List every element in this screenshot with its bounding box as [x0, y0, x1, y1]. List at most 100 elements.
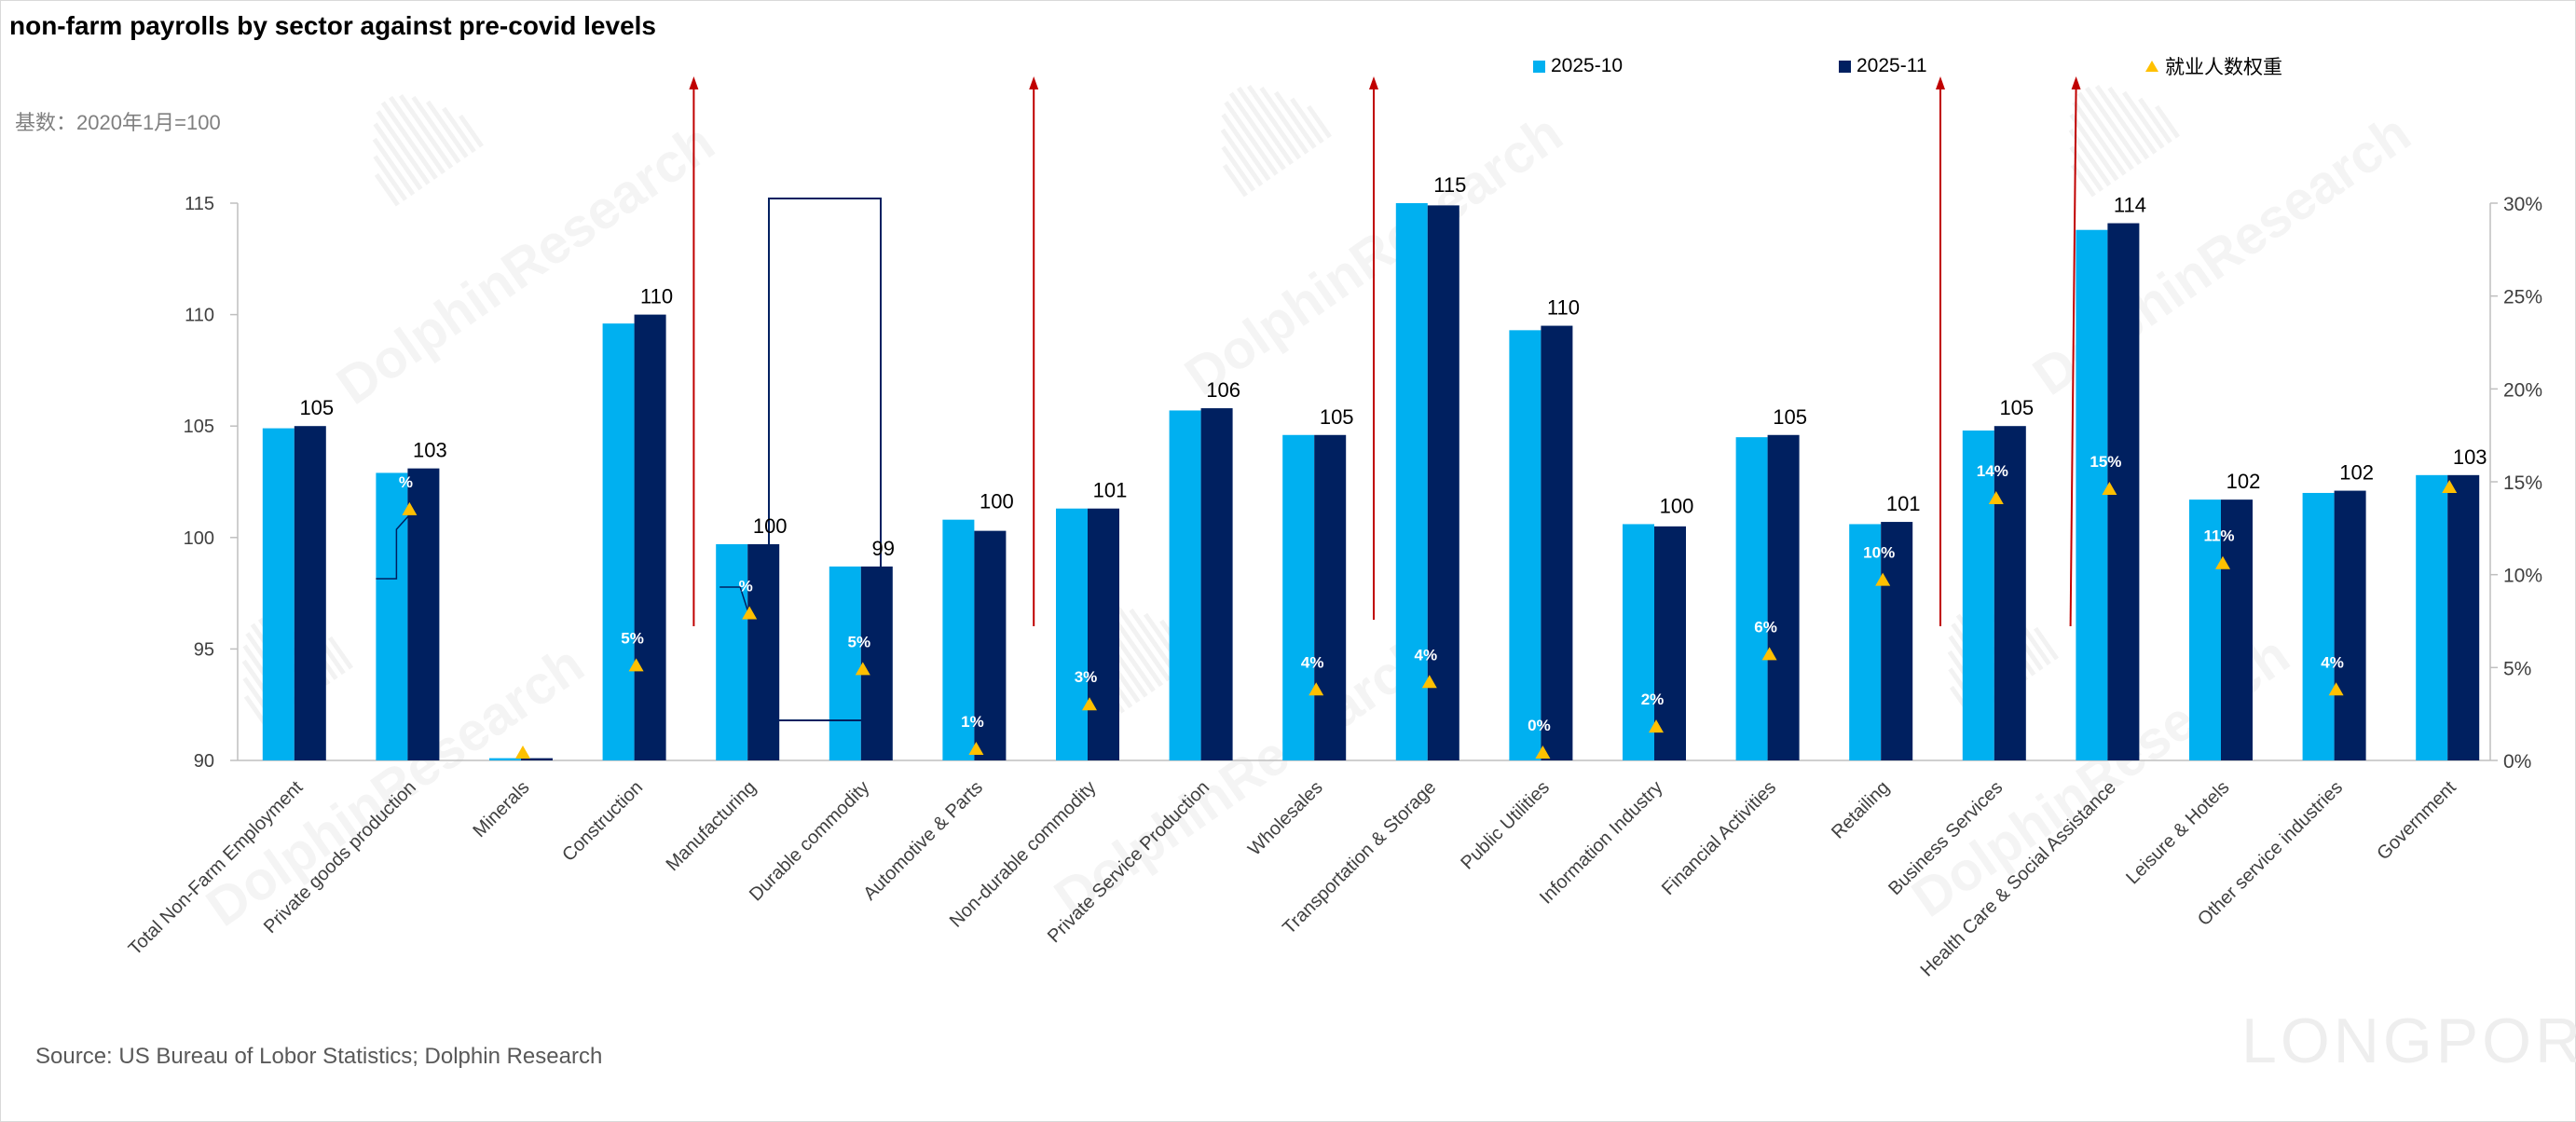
- weight-label: 5%: [2434, 451, 2458, 469]
- watermark-bar: [2033, 626, 2060, 661]
- watermark-bar: [1306, 104, 1333, 139]
- legend-item-nov: 2025-11: [1839, 52, 1927, 80]
- category-label: Retailing: [1828, 777, 1894, 843]
- watermark-bar: [425, 100, 469, 158]
- watermark-bar: [1116, 607, 1172, 682]
- weight-marker: [2102, 481, 2117, 495]
- y-tick-label: 95: [194, 639, 214, 660]
- bar-2025-10: [376, 472, 408, 760]
- bar-2025-11: [294, 426, 326, 760]
- weight-marker: [1309, 682, 1324, 696]
- watermark-bar: [1259, 86, 1309, 155]
- weight-marker: [628, 658, 644, 672]
- y-tick-label: 115: [185, 194, 214, 214]
- watermark-bar: [374, 172, 400, 207]
- bar-2025-11: [1427, 205, 1459, 761]
- bar-2025-10: [1509, 330, 1541, 760]
- data-label: 102: [2227, 470, 2261, 493]
- bar-2025-10: [1395, 203, 1428, 760]
- bar-2025-11: [407, 468, 440, 760]
- bar-2025-10: [1735, 437, 1768, 760]
- watermark-bar: [1236, 86, 1295, 166]
- watermark-bar: [1105, 608, 1164, 688]
- category-label: Government: [2373, 777, 2460, 865]
- watermark-bar: [458, 114, 485, 148]
- weight-marker: [1535, 746, 1551, 759]
- bar-2025-10: [2416, 474, 2448, 760]
- category-label: Public Utilities: [1457, 777, 1554, 874]
- bar-2025-10: [1849, 524, 1882, 760]
- bar-2025-10: [716, 543, 748, 760]
- bar-2025-11: [1881, 522, 1913, 760]
- labels-layer: 105 103 110 100 99 100 101 106 105 115 110 100 105 10…: [299, 173, 2487, 560]
- data-label: 110: [1547, 296, 1580, 320]
- watermark-bar: [2084, 86, 2143, 166]
- weight-label: 5%: [848, 633, 871, 650]
- watermark-bar: [2094, 85, 2150, 160]
- bar-2025-11: [747, 543, 780, 760]
- weight-marker: [1649, 719, 1664, 733]
- category-label: Manufacturing: [663, 777, 760, 875]
- legend-swatch-oct: [1533, 60, 1545, 73]
- weights-layer: % 5%% 5% 1% 3% 4% 4% 0% 2% 6% 10% 14% 15% 11% 4% 5%: [399, 451, 2458, 759]
- bar-2025-10: [1169, 410, 1201, 760]
- annotation-arrowhead: [1369, 76, 1378, 89]
- annotation-leader: [376, 510, 414, 580]
- annotation-arrow-line: [2069, 85, 2077, 627]
- chart-title: non-farm payrolls by sector against pre-…: [9, 11, 656, 40]
- y2-tick-label: 5%: [2503, 658, 2531, 679]
- weight-label: 4%: [2321, 653, 2344, 671]
- watermark-bar: [1221, 145, 1256, 192]
- weight-marker: [2442, 479, 2458, 493]
- watermark-bar: [388, 95, 446, 175]
- weight-marker: [1421, 675, 1437, 689]
- weight-marker: [1988, 490, 2004, 504]
- bar-2025-10: [2302, 492, 2335, 760]
- watermark-bar: [373, 122, 423, 191]
- annotation-arrowhead: [2071, 76, 2081, 89]
- weight-label: 11%: [2203, 527, 2234, 545]
- bar-2025-10: [1056, 508, 1088, 760]
- watermark-bar: [1246, 85, 1302, 160]
- y-tick-label: 105: [184, 417, 214, 437]
- weight-marker: [1082, 697, 1097, 711]
- weight-label: 0%: [1528, 717, 1551, 734]
- weight-marker: [742, 606, 758, 620]
- watermark-bar: [2154, 104, 2181, 139]
- category-label: Minerals: [470, 777, 534, 842]
- legend-swatch-nov: [1839, 60, 1851, 73]
- annotation-arrowhead: [1936, 76, 1945, 89]
- legend-label-weight: 就业人数权重: [2165, 57, 2282, 78]
- legend-item-oct: 2025-10: [1533, 52, 1623, 80]
- watermark-bar: [380, 101, 438, 180]
- weight-marker: [402, 501, 418, 515]
- bar-2025-10: [1282, 434, 1315, 760]
- weight-label: 3%: [1075, 668, 1098, 686]
- data-label: 105: [299, 396, 334, 419]
- bar-2025-10: [2189, 499, 2221, 760]
- watermark-group: DolphinResearch: [1174, 85, 1573, 407]
- watermark-bar: [398, 94, 454, 170]
- bar-2025-11: [1541, 325, 1573, 760]
- legend-label-oct: 2025-10: [1551, 55, 1624, 76]
- category-label: Leisure & Hotels: [2122, 777, 2233, 888]
- weight-label: 1%: [961, 713, 984, 731]
- watermark-bar: [1220, 128, 1264, 187]
- category-label: Automotive & Parts: [859, 777, 987, 905]
- watermark-bar: [2069, 113, 2119, 182]
- y2-tick-label: 30%: [2503, 194, 2542, 215]
- watermark-bar: [1129, 608, 1179, 677]
- weight-marker: [1875, 572, 1891, 586]
- weight-marker: [855, 662, 870, 676]
- annotations-layer: [376, 76, 2081, 721]
- bar-2025-11: [1314, 434, 1347, 760]
- bar-2025-10: [1623, 524, 1654, 760]
- annotation-leader: [719, 586, 748, 611]
- data-label: 114: [2114, 194, 2146, 217]
- watermark-bar: [373, 155, 408, 201]
- weight-label: 14%: [1977, 462, 2008, 480]
- watermark-bar: [2076, 91, 2134, 171]
- data-label: 100: [980, 490, 1014, 513]
- weight-label: 2%: [1641, 691, 1665, 708]
